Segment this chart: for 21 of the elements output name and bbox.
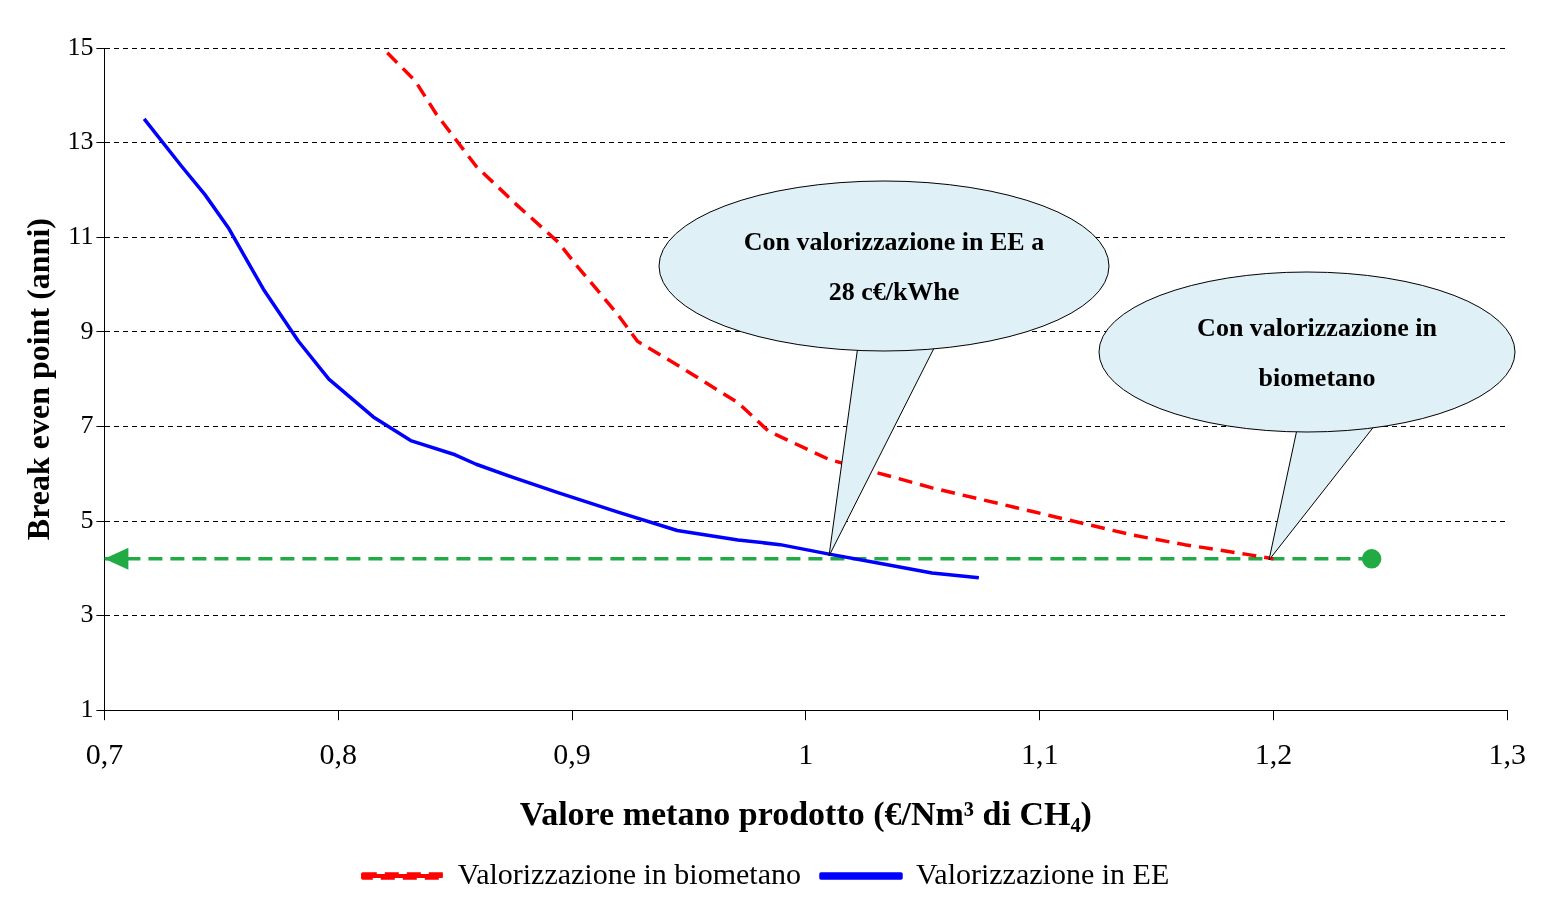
y-tick-label: 1 [80,694,94,724]
y-tick-label: 11 [68,221,94,251]
x-tick-label: 1,1 [1020,737,1059,771]
annotation: Con valorizzazione in EE a 28 c€/kWhe [743,227,1045,306]
y-tick-label: 13 [67,126,94,156]
x-tick-label: 0,9 [553,737,591,771]
legend-label: Valorizzazione in biometano [457,856,801,890]
x-tick-label: 0,7 [85,737,124,771]
x-tick-label: 1 [798,737,814,771]
x-axis-title: Valore metano prodotto (€/Nm³ di CH₄) [519,795,1092,834]
annotation: Con valorizzazione in biometano [1197,313,1438,392]
y-tick-label: 3 [80,599,94,629]
y-tick-label: 7 [80,410,94,440]
y-tick-label: 15 [67,31,94,61]
x-tick-label: 0,8 [319,737,357,771]
y-tick-label: 9 [80,315,94,345]
y-axis-title: Break even point (anni) [20,218,57,541]
x-tick-label: 1,3 [1488,737,1526,771]
legend-label: Valorizzazione in EE [915,856,1170,890]
x-tick-label: 1,2 [1254,737,1293,771]
y-tick-label: 5 [80,504,94,534]
